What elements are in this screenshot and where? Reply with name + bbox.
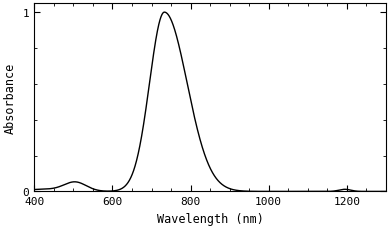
Y-axis label: Absorbance: Absorbance	[4, 62, 17, 133]
X-axis label: Wavelength (nm): Wavelength (nm)	[157, 212, 264, 225]
